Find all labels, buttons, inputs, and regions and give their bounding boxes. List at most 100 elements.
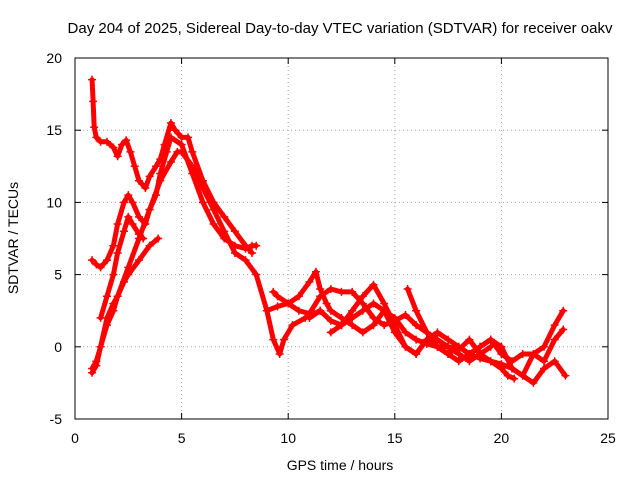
data-point-marker [279, 335, 288, 344]
series-line [405, 286, 566, 379]
data-point-marker [90, 123, 99, 132]
data-point-marker [273, 302, 282, 311]
data-point-marker [348, 306, 357, 315]
data-point-marker [337, 287, 346, 296]
data-point-marker [529, 378, 538, 387]
data-point-marker [497, 342, 506, 351]
data-point-marker [124, 191, 133, 200]
data-point-marker [156, 176, 165, 185]
data-point-marker [358, 292, 367, 301]
data-point-marker [476, 354, 485, 363]
data-point-marker [273, 292, 282, 301]
data-point-marker [444, 342, 453, 351]
data-point-marker [326, 316, 335, 325]
data-point-marker [559, 306, 568, 315]
data-point-marker [316, 292, 325, 301]
data-point-marker [454, 357, 463, 366]
data-point-marker [230, 248, 239, 257]
data-point-marker [109, 299, 118, 308]
series-line [89, 149, 323, 376]
data-point-marker [117, 140, 126, 149]
data-point-marker [88, 75, 97, 84]
data-point-marker [401, 311, 410, 320]
data-point-marker [252, 270, 261, 279]
x-tick-label: 5 [178, 430, 186, 446]
data-point-marker [358, 306, 367, 315]
data-point-marker [508, 364, 517, 373]
data-point-marker [444, 335, 453, 344]
data-point-marker [122, 136, 131, 145]
data-point-marker [88, 368, 97, 377]
data-point-marker [198, 198, 207, 207]
x-tick-label: 0 [71, 430, 79, 446]
data-point-marker [102, 313, 111, 322]
data-point-marker [561, 371, 570, 380]
data-point-marker [166, 133, 175, 142]
data-point-marker [540, 364, 549, 373]
data-point-marker [337, 321, 346, 330]
data-point-marker [209, 220, 218, 229]
data-point-marker [412, 350, 421, 359]
data-point-marker [126, 147, 135, 156]
data-point-marker [369, 299, 378, 308]
data-point-marker [252, 241, 261, 250]
data-series-group [88, 75, 570, 387]
data-point-marker [102, 256, 111, 265]
data-point-marker [348, 321, 357, 330]
data-point-marker [433, 342, 442, 351]
series-arc-8 [305, 280, 570, 387]
data-point-marker [269, 287, 278, 296]
data-point-marker [326, 285, 335, 294]
data-point-marker [188, 147, 197, 156]
data-point-marker [247, 248, 256, 257]
data-point-marker [422, 328, 431, 337]
data-point-marker [401, 342, 410, 351]
data-point-marker [209, 205, 218, 214]
data-point-marker [113, 248, 122, 257]
data-point-marker [166, 157, 175, 166]
plot-frame [74, 57, 609, 420]
data-point-marker [96, 263, 105, 272]
data-point-marker [113, 152, 122, 161]
data-point-marker [288, 321, 297, 330]
data-point-marker [294, 292, 303, 301]
data-point-marker [120, 227, 129, 236]
data-point-marker [510, 374, 519, 383]
data-point-marker [88, 256, 97, 265]
data-point-marker [322, 299, 331, 308]
data-point-marker [326, 306, 335, 315]
data-point-marker [476, 342, 485, 351]
data-point-marker [305, 313, 314, 322]
data-point-marker [120, 198, 129, 207]
data-point-marker [130, 162, 139, 171]
data-point-marker [177, 140, 186, 149]
data-point-marker [198, 183, 207, 192]
data-point-marker [145, 172, 154, 181]
y-tick-label: 0 [54, 339, 62, 355]
data-point-marker [486, 335, 495, 344]
data-point-marker [369, 280, 378, 289]
y-axis-label: SDTVAR / TECUs [5, 182, 21, 294]
x-axis-label: GPS time / hours [287, 457, 394, 473]
data-point-marker [113, 220, 122, 229]
data-point-marker [230, 227, 239, 236]
data-point-marker [550, 321, 559, 330]
data-point-marker [403, 285, 412, 294]
y-tick-label: 5 [54, 267, 62, 283]
data-point-marker [220, 212, 229, 221]
data-point-marker [380, 299, 389, 308]
data-point-marker [241, 256, 250, 265]
data-point-marker [311, 267, 320, 276]
data-point-marker [358, 328, 367, 337]
data-point-marker [529, 350, 538, 359]
grid-lines [75, 58, 608, 419]
data-point-marker [486, 357, 495, 366]
x-tick-label: 15 [387, 430, 403, 446]
data-point-marker [134, 176, 143, 185]
data-point-marker [316, 285, 325, 294]
data-point-marker [275, 350, 284, 359]
data-point-marker [177, 147, 186, 156]
data-point-marker [188, 162, 197, 171]
y-tick-label: 10 [46, 194, 62, 210]
data-point-marker [284, 299, 293, 308]
